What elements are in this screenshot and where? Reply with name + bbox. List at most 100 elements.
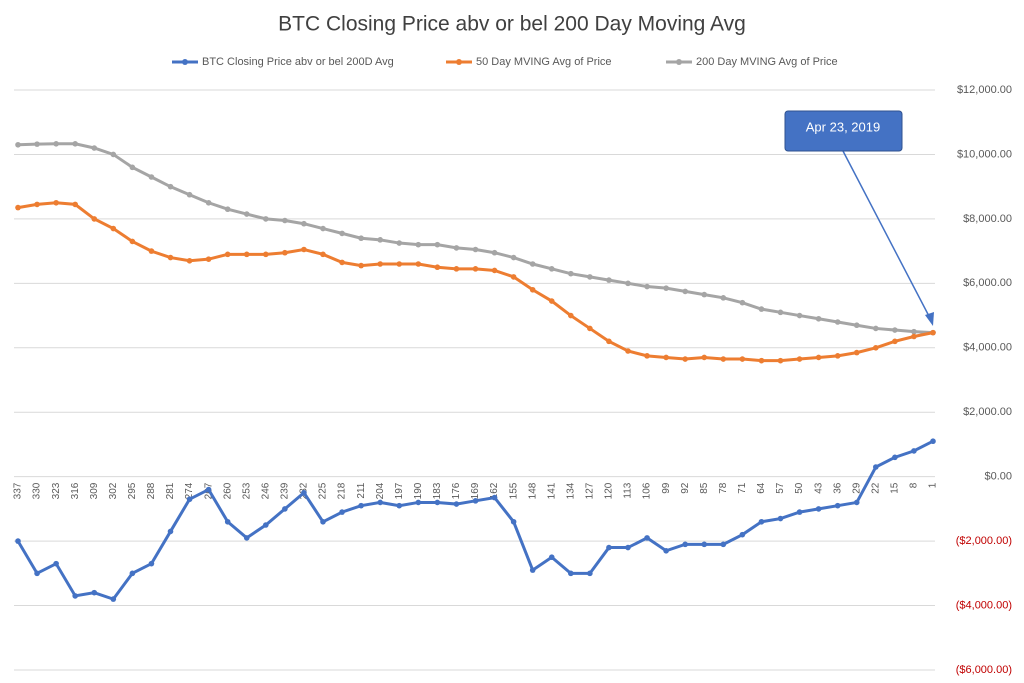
point [110, 596, 117, 602]
point [396, 240, 403, 246]
point [224, 251, 231, 258]
x-tick-label: 134 [565, 482, 576, 499]
point [644, 353, 650, 359]
legend-label: 200 Day MVING Avg of Price [696, 56, 838, 68]
point [815, 354, 822, 361]
annotation-arrowhead [925, 312, 934, 326]
point [510, 518, 517, 525]
x-tick-label: 113 [623, 482, 634, 498]
legend-item: 200 Day MVING Avg of Price [666, 56, 838, 68]
point [263, 216, 269, 222]
legend-label: BTC Closing Price abv or bel 200D Avg [202, 56, 394, 68]
point [587, 325, 593, 332]
point [606, 277, 612, 283]
point [701, 541, 708, 548]
point [663, 354, 669, 361]
point [491, 494, 498, 501]
point [377, 237, 383, 243]
point [72, 201, 78, 208]
point [815, 315, 822, 322]
point [834, 353, 841, 359]
point [853, 322, 860, 329]
point [320, 251, 326, 258]
y-tick-label: $0.00 [984, 471, 1012, 483]
point [53, 560, 59, 567]
point [320, 518, 326, 525]
point [758, 306, 765, 312]
point [529, 261, 536, 267]
point [796, 312, 803, 319]
y-tick-label: $10,000.00 [957, 148, 1012, 160]
y-tick-label: $4,000.00 [963, 342, 1012, 354]
point [472, 266, 479, 272]
y-tick-label: $8,000.00 [963, 213, 1012, 225]
x-tick-label: 50 [794, 482, 805, 494]
point [739, 531, 746, 538]
point [663, 285, 669, 291]
point [148, 248, 155, 254]
x-tick-label: 281 [165, 482, 176, 499]
point [301, 220, 307, 227]
legend-marker [182, 59, 188, 65]
point [15, 204, 21, 211]
x-tick-label: 127 [585, 482, 596, 499]
point [739, 356, 746, 362]
point [873, 464, 879, 470]
x-tick-label: 253 [241, 482, 252, 499]
point [682, 288, 688, 295]
x-tick-label: 330 [32, 482, 43, 499]
point [796, 356, 803, 362]
point [548, 554, 555, 561]
x-tick-label: 1 [928, 482, 939, 488]
point [682, 541, 688, 548]
point [53, 141, 59, 147]
point [282, 217, 288, 224]
point [606, 338, 612, 345]
point [853, 499, 860, 506]
x-tick-label: 323 [51, 482, 62, 499]
point [129, 570, 136, 577]
point [491, 249, 498, 256]
x-tick-label: 78 [718, 482, 729, 494]
x-tick-label: 309 [89, 482, 100, 499]
series-line [16, 439, 934, 601]
point [91, 589, 98, 596]
x-tick-label: 155 [508, 482, 519, 499]
point [930, 438, 936, 445]
point [491, 267, 498, 274]
point [587, 274, 593, 280]
x-tick-label: 211 [356, 482, 367, 498]
y-tick-label: ($4,000.00) [956, 599, 1012, 611]
point [568, 270, 574, 277]
point [415, 241, 422, 248]
point [834, 502, 841, 509]
legend-marker [676, 59, 682, 65]
point [777, 515, 784, 522]
point [568, 312, 574, 319]
point [301, 246, 307, 253]
point [930, 329, 936, 336]
x-tick-label: 57 [775, 482, 786, 494]
y-tick-label: $12,000.00 [957, 84, 1012, 96]
y-tick-label: ($6,000.00) [956, 664, 1012, 676]
point [34, 141, 40, 147]
point [568, 570, 574, 577]
point [186, 257, 193, 264]
point [644, 535, 650, 541]
x-tick-label: 162 [489, 482, 500, 499]
point [15, 538, 21, 544]
point [739, 299, 746, 306]
x-tick-label: 302 [108, 482, 119, 499]
point [682, 356, 688, 362]
point [358, 235, 364, 242]
point [510, 254, 517, 261]
point [453, 266, 460, 272]
x-tick-label: 29 [851, 482, 862, 494]
x-tick-label: 120 [604, 482, 615, 499]
point [873, 325, 879, 332]
point [282, 249, 288, 256]
point [339, 509, 345, 515]
point [529, 567, 536, 573]
point [720, 356, 727, 362]
